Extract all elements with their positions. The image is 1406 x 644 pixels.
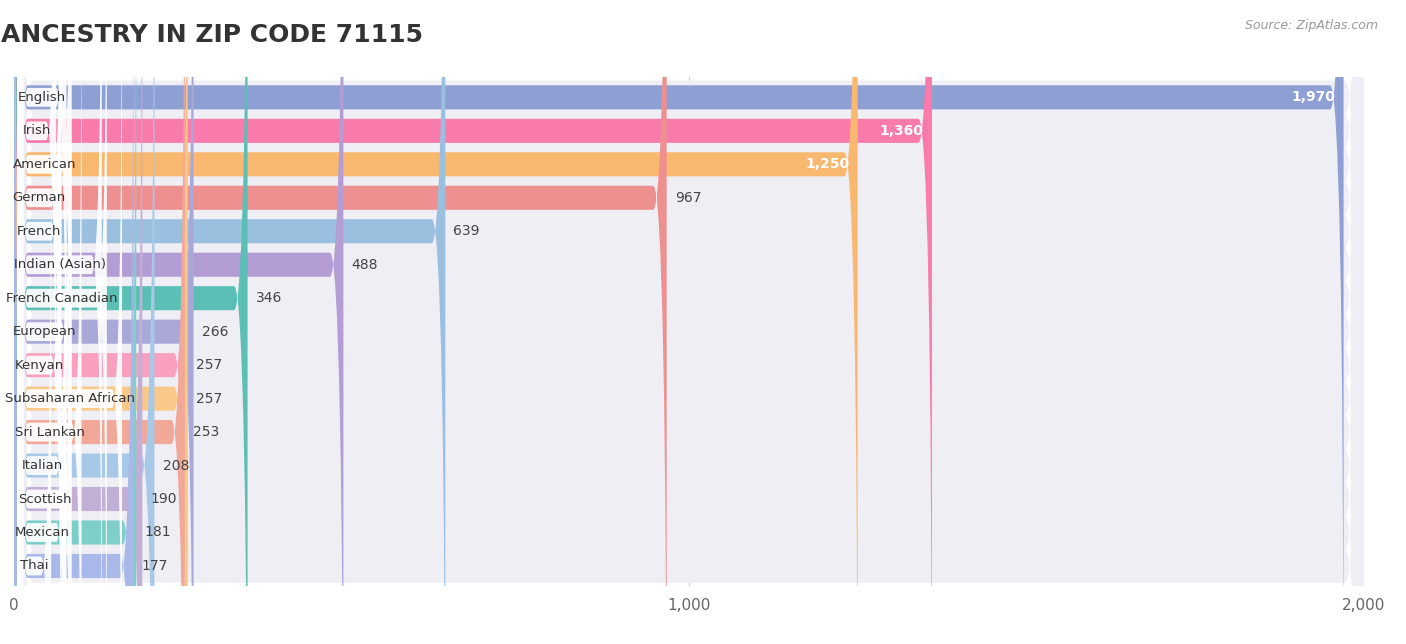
Text: French Canadian: French Canadian bbox=[7, 292, 118, 305]
FancyBboxPatch shape bbox=[14, 0, 1364, 644]
Text: European: European bbox=[13, 325, 76, 338]
FancyBboxPatch shape bbox=[14, 0, 1364, 644]
Text: French: French bbox=[17, 225, 62, 238]
Text: Italian: Italian bbox=[21, 459, 62, 472]
FancyBboxPatch shape bbox=[14, 0, 1364, 644]
FancyBboxPatch shape bbox=[14, 0, 343, 644]
Text: 181: 181 bbox=[145, 526, 172, 540]
FancyBboxPatch shape bbox=[17, 40, 66, 644]
FancyBboxPatch shape bbox=[14, 0, 1364, 644]
FancyBboxPatch shape bbox=[14, 0, 932, 644]
Text: 257: 257 bbox=[195, 392, 222, 406]
FancyBboxPatch shape bbox=[17, 0, 62, 644]
FancyBboxPatch shape bbox=[14, 0, 1364, 644]
FancyBboxPatch shape bbox=[14, 0, 1364, 644]
Text: 639: 639 bbox=[453, 224, 479, 238]
FancyBboxPatch shape bbox=[14, 0, 1364, 644]
FancyBboxPatch shape bbox=[14, 0, 187, 644]
Text: English: English bbox=[18, 91, 66, 104]
FancyBboxPatch shape bbox=[14, 0, 155, 644]
FancyBboxPatch shape bbox=[17, 6, 72, 644]
FancyBboxPatch shape bbox=[17, 0, 56, 623]
FancyBboxPatch shape bbox=[17, 0, 66, 644]
FancyBboxPatch shape bbox=[17, 0, 72, 644]
FancyBboxPatch shape bbox=[14, 0, 247, 644]
FancyBboxPatch shape bbox=[14, 0, 1364, 644]
FancyBboxPatch shape bbox=[14, 0, 136, 644]
Text: ANCESTRY IN ZIP CODE 71115: ANCESTRY IN ZIP CODE 71115 bbox=[0, 23, 423, 47]
Text: 967: 967 bbox=[675, 191, 702, 205]
FancyBboxPatch shape bbox=[14, 0, 1364, 644]
Text: German: German bbox=[13, 191, 66, 204]
Text: 177: 177 bbox=[142, 559, 167, 573]
FancyBboxPatch shape bbox=[14, 0, 194, 644]
Text: 253: 253 bbox=[193, 425, 219, 439]
Text: Indian (Asian): Indian (Asian) bbox=[14, 258, 105, 271]
FancyBboxPatch shape bbox=[17, 0, 107, 644]
Text: 257: 257 bbox=[195, 358, 222, 372]
Text: Source: ZipAtlas.com: Source: ZipAtlas.com bbox=[1244, 19, 1378, 32]
FancyBboxPatch shape bbox=[14, 0, 1364, 644]
FancyBboxPatch shape bbox=[17, 0, 66, 590]
Text: 208: 208 bbox=[163, 459, 188, 473]
FancyBboxPatch shape bbox=[17, 0, 82, 644]
Text: 1,360: 1,360 bbox=[880, 124, 924, 138]
FancyBboxPatch shape bbox=[14, 0, 134, 644]
Text: Irish: Irish bbox=[22, 124, 51, 137]
FancyBboxPatch shape bbox=[17, 0, 72, 644]
FancyBboxPatch shape bbox=[14, 0, 1344, 644]
FancyBboxPatch shape bbox=[17, 0, 101, 644]
Text: 1,250: 1,250 bbox=[806, 157, 849, 171]
FancyBboxPatch shape bbox=[17, 0, 62, 644]
FancyBboxPatch shape bbox=[14, 0, 187, 644]
FancyBboxPatch shape bbox=[14, 0, 666, 644]
Text: Mexican: Mexican bbox=[14, 526, 69, 539]
Text: 266: 266 bbox=[201, 325, 228, 339]
FancyBboxPatch shape bbox=[14, 0, 446, 644]
Text: 190: 190 bbox=[150, 492, 177, 506]
Text: Thai: Thai bbox=[20, 560, 49, 573]
Text: 1,970: 1,970 bbox=[1292, 90, 1336, 104]
Text: Subsaharan African: Subsaharan African bbox=[4, 392, 135, 405]
FancyBboxPatch shape bbox=[17, 0, 62, 644]
Text: Kenyan: Kenyan bbox=[14, 359, 65, 372]
Text: 346: 346 bbox=[256, 291, 283, 305]
FancyBboxPatch shape bbox=[14, 0, 858, 644]
FancyBboxPatch shape bbox=[14, 0, 184, 644]
FancyBboxPatch shape bbox=[14, 0, 1364, 644]
FancyBboxPatch shape bbox=[14, 0, 1364, 644]
Text: Sri Lankan: Sri Lankan bbox=[14, 426, 84, 439]
Text: 488: 488 bbox=[352, 258, 378, 272]
Text: Scottish: Scottish bbox=[18, 493, 72, 506]
FancyBboxPatch shape bbox=[17, 0, 122, 644]
FancyBboxPatch shape bbox=[14, 0, 1364, 644]
Text: American: American bbox=[13, 158, 76, 171]
FancyBboxPatch shape bbox=[14, 0, 142, 644]
FancyBboxPatch shape bbox=[17, 73, 51, 644]
FancyBboxPatch shape bbox=[14, 0, 1364, 644]
FancyBboxPatch shape bbox=[14, 0, 1364, 644]
